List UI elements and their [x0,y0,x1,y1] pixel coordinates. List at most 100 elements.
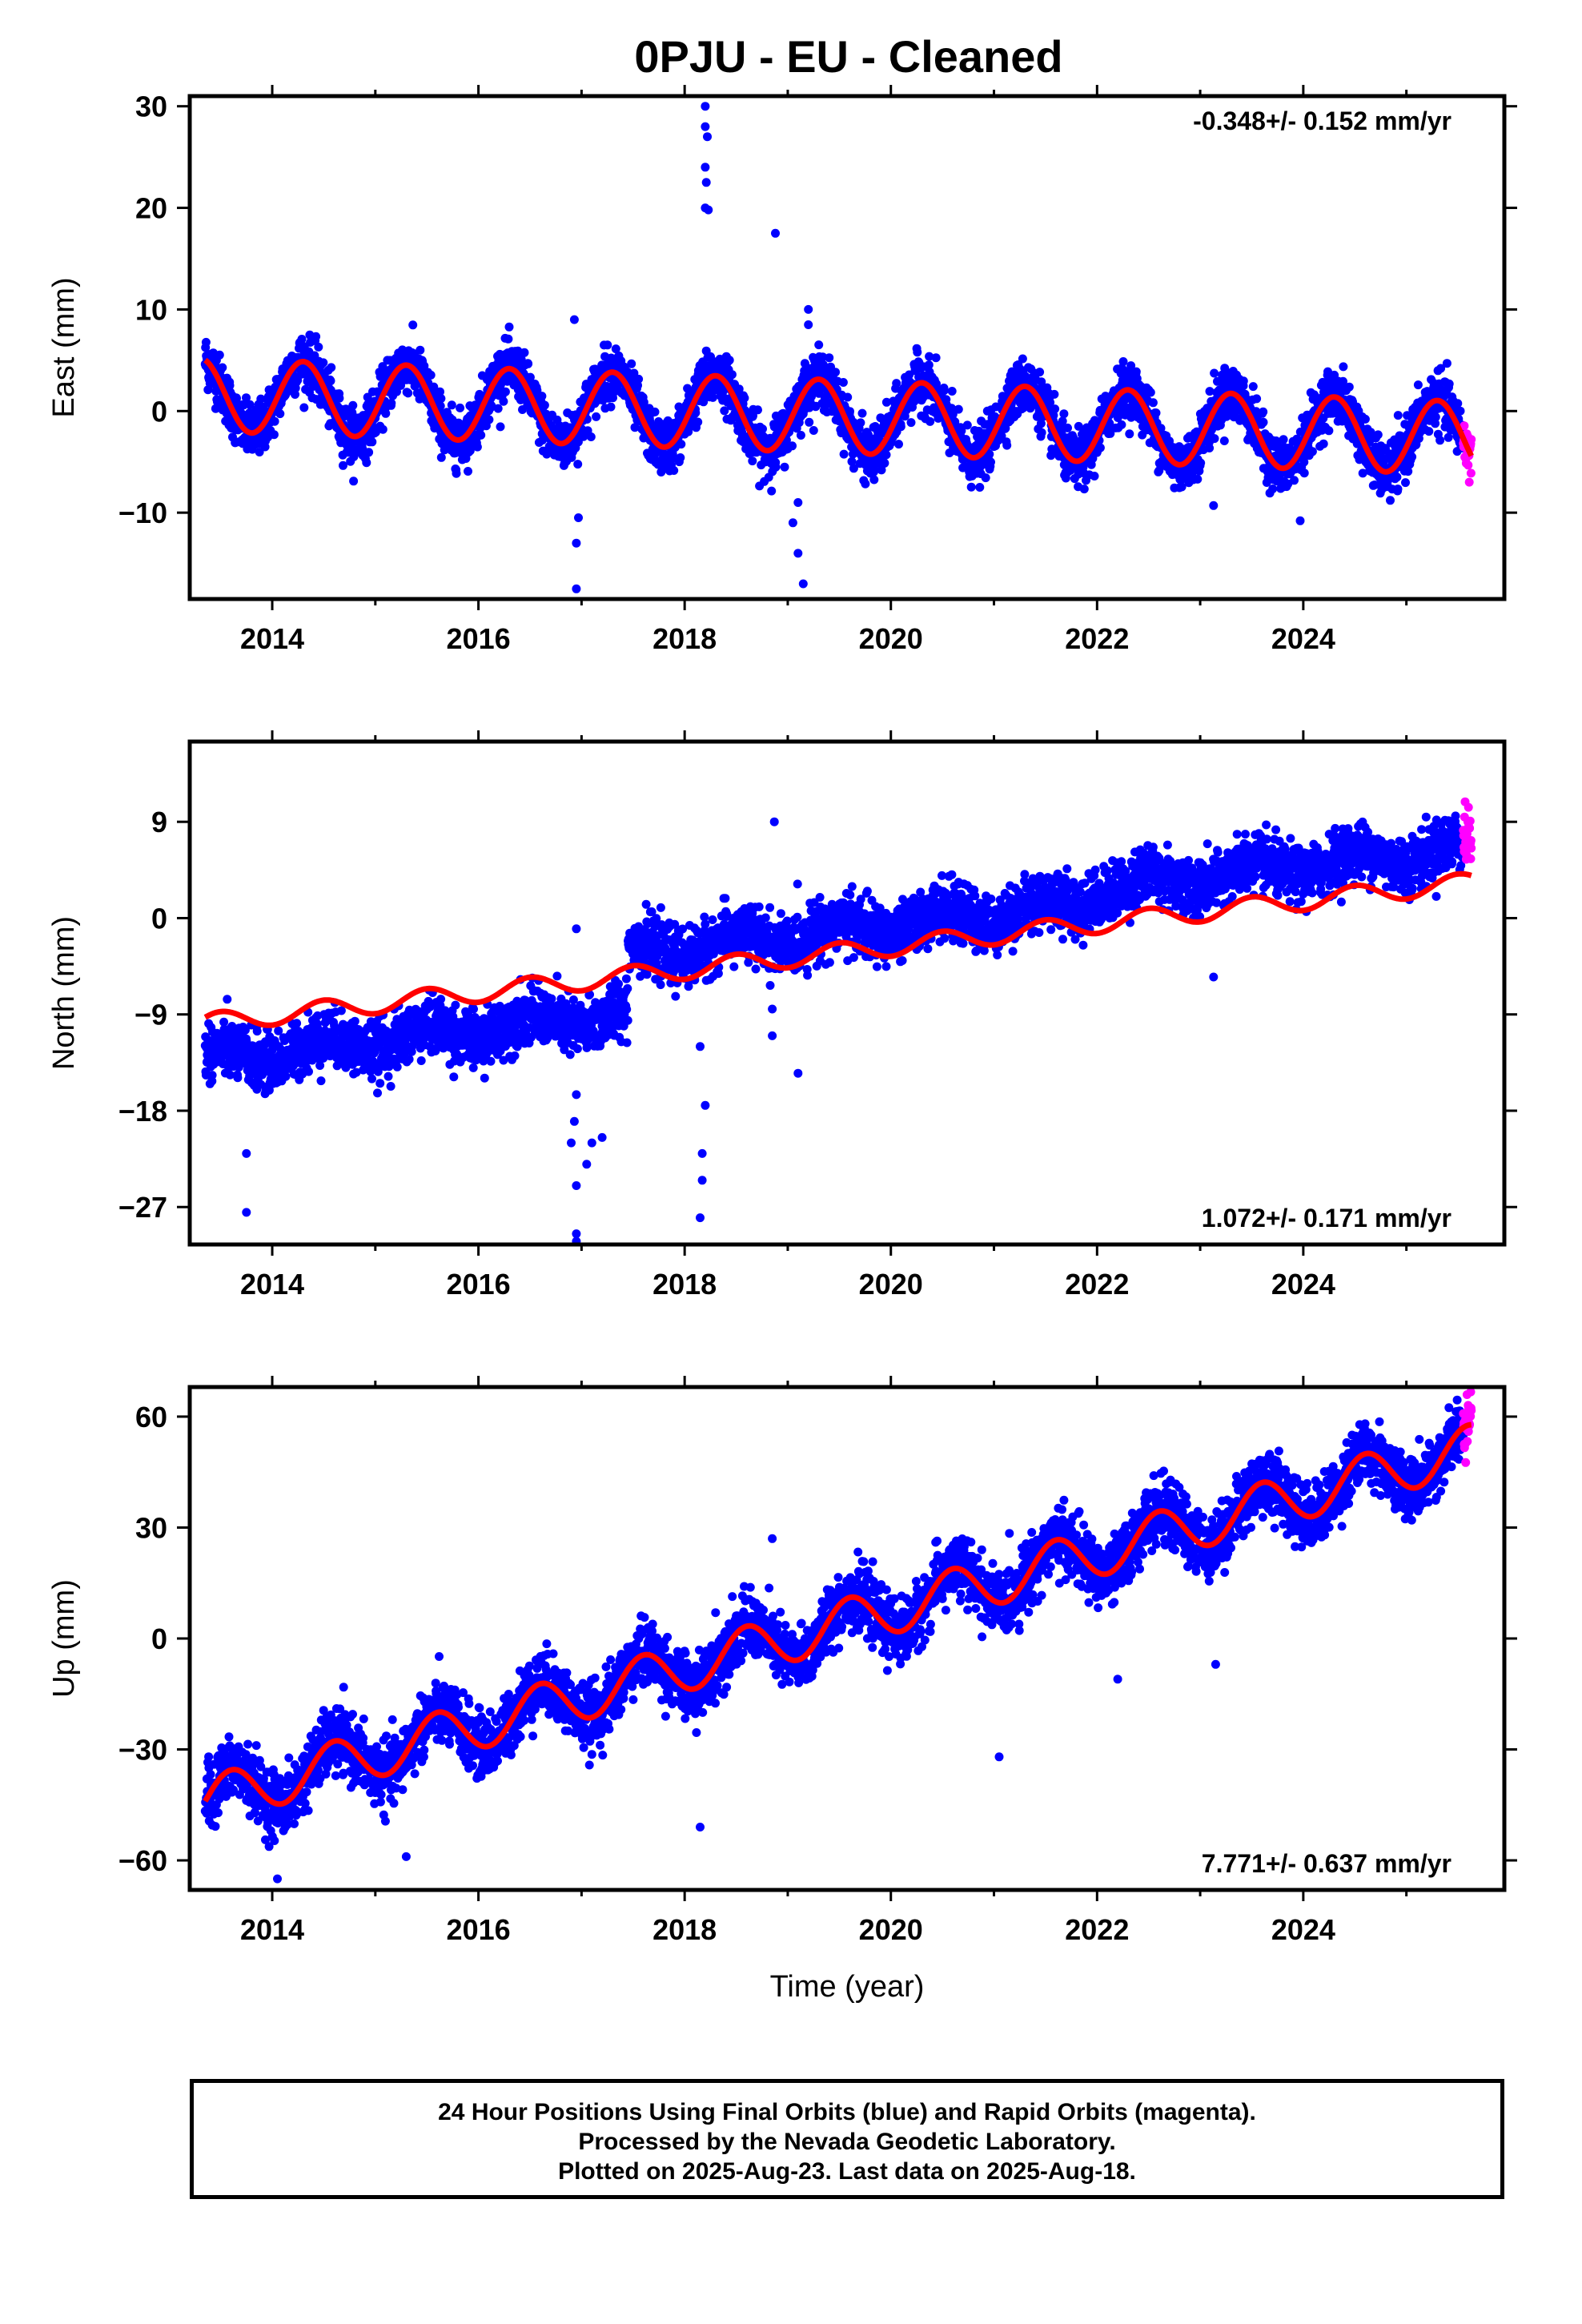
data-point [896,422,905,432]
y-tick-label: −10 [118,497,167,529]
data-point [472,442,482,452]
data-point [1358,468,1367,478]
data-point [436,452,446,462]
data-point [223,995,232,1004]
data-point [245,400,255,409]
data-point [975,483,985,492]
data-point [1095,443,1105,452]
data-point [699,397,709,407]
x-tick-label: 2018 [652,622,717,655]
data-point [429,382,439,392]
data-point [1386,496,1395,505]
data-point [603,340,612,350]
data-point [504,334,513,344]
data-point [1059,409,1069,419]
data-point [1210,368,1219,378]
data-point [861,479,870,489]
data-point [499,396,508,406]
data-point [693,417,703,427]
data-point [500,387,510,396]
data-point [1436,364,1446,373]
data-point [683,384,693,393]
data-point [297,335,307,344]
data-point [1239,376,1248,386]
data-point [1193,474,1203,484]
data-point [677,440,686,449]
x-tick-label: 2016 [447,622,511,655]
data-point [487,400,496,410]
data-point [1117,420,1126,429]
data-point [1324,426,1334,436]
data-point [981,473,990,483]
data-point [676,453,685,462]
data-point [1407,452,1417,461]
outlier-point [804,320,813,329]
data-point [608,393,617,403]
data-point [881,450,891,460]
data-point [947,387,957,396]
east-axis-label: East (mm) [47,277,81,417]
x-tick-label: 2014 [240,622,304,655]
data-point [283,386,293,396]
data-point [957,426,966,436]
data-point [1063,423,1072,432]
data-point [1431,419,1440,428]
data-point [586,432,596,441]
data-point [753,405,762,415]
data-point [504,322,514,332]
data-point [986,457,995,467]
data-point [1401,478,1410,488]
data-point [725,356,734,365]
outlier-point [788,518,797,528]
data-point [1443,432,1453,442]
data-point [1392,472,1402,482]
data-point [436,401,445,411]
data-point [954,404,963,414]
data-point [387,398,396,408]
data-point [748,456,757,466]
data-point [219,1017,229,1027]
data-point [906,418,916,428]
data-point [307,1055,317,1065]
data-point [255,448,264,456]
data-point [464,467,472,476]
data-point [447,400,456,410]
north-points [200,797,1476,1244]
data-point [843,392,853,402]
outlier-point [701,163,710,172]
data-point [668,450,677,459]
data-point [758,424,767,434]
data-point [364,448,374,457]
data-point [493,404,503,413]
data-point [1188,468,1197,477]
data-point [1460,421,1469,431]
outlier-point [1209,501,1219,510]
data-point [1177,482,1186,492]
data-point [436,394,446,404]
data-point [1464,477,1474,487]
data-point [831,368,840,377]
data-point [538,436,548,445]
data-point [349,476,359,486]
data-point [315,1061,325,1070]
data-point [809,426,818,435]
data-point [520,348,529,357]
data-point [869,475,879,485]
data-point [966,482,976,492]
data-point [335,393,344,403]
data-point [1219,436,1229,445]
data-point [847,456,857,466]
data-point [440,445,449,455]
data-point [771,462,781,472]
data-point [292,1019,302,1028]
data-point [1050,389,1059,399]
data-point [630,423,640,432]
data-point [1456,406,1465,416]
page-title: 0PJU - EU - Cleaned [634,31,1063,82]
data-point [232,393,241,403]
outlier-point [793,549,803,558]
data-point [845,407,854,416]
data-point [1058,416,1067,426]
x-tick-label: 2024 [1271,622,1335,655]
